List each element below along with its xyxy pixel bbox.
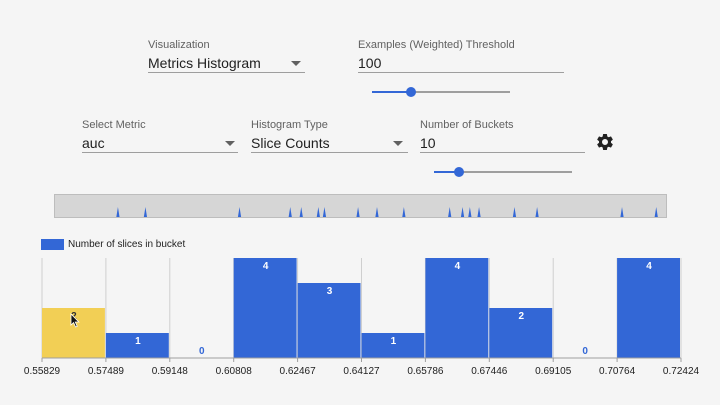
brush-spike xyxy=(116,207,120,217)
mouse-cursor-icon xyxy=(70,313,80,328)
histogram-chart: 2 1 0 4 3 1 4 2 0 4 0.55829 0.57489 0.59148 0.60808 0.… xyxy=(24,258,700,377)
buckets-slider[interactable] xyxy=(434,166,572,178)
threshold-value: 100 xyxy=(358,55,382,71)
histogram-bar[interactable] xyxy=(617,258,680,358)
brush-spike xyxy=(375,207,379,217)
bar-value-label: 4 xyxy=(455,261,461,272)
histogram-type-value: Slice Counts xyxy=(251,135,330,151)
brush-spike xyxy=(143,207,148,217)
chevron-down-icon xyxy=(225,141,235,146)
brush-spike xyxy=(535,207,539,217)
histogram-bar[interactable] xyxy=(489,308,553,358)
bar-value-label: 1 xyxy=(391,336,397,347)
metric-label: Select Metric xyxy=(82,119,146,131)
brush-spike xyxy=(448,207,452,217)
chevron-down-icon xyxy=(291,61,301,66)
threshold-slider-thumb[interactable] xyxy=(405,87,416,97)
x-tick-label: 0.57489 xyxy=(88,366,125,377)
brush-spike xyxy=(477,207,481,217)
settings-button[interactable] xyxy=(595,132,615,152)
histogram-bar[interactable] xyxy=(105,333,169,358)
x-tick-label: 0.55829 xyxy=(24,366,61,377)
brush-spike xyxy=(288,207,292,217)
histogram-type-label: Histogram Type xyxy=(251,119,328,131)
bar-value-label: 0 xyxy=(199,346,205,357)
histogram-type-dropdown[interactable]: Slice Counts xyxy=(251,133,408,153)
histogram-bar[interactable] xyxy=(297,283,361,358)
brush-spike xyxy=(402,207,406,217)
histogram-bar[interactable] xyxy=(425,258,489,358)
visualization-value: Metrics Histogram xyxy=(148,55,261,71)
buckets-label: Number of Buckets xyxy=(420,119,514,131)
histogram-bar[interactable] xyxy=(233,258,297,358)
buckets-slider-thumb[interactable] xyxy=(453,167,464,177)
metric-dropdown[interactable]: auc xyxy=(82,133,238,153)
bar-value-label: 4 xyxy=(646,261,652,272)
histogram-bar[interactable] xyxy=(361,333,425,358)
chevron-down-icon xyxy=(393,141,403,146)
metric-value: auc xyxy=(82,135,105,151)
gear-icon xyxy=(597,133,613,150)
bar-value-label: 2 xyxy=(518,311,524,322)
threshold-slider[interactable] xyxy=(372,86,510,98)
visualization-dropdown[interactable]: Metrics Histogram xyxy=(148,53,305,73)
brush-spike xyxy=(460,207,465,217)
x-tick-label: 0.60808 xyxy=(216,366,253,377)
buckets-slider-fill xyxy=(434,171,459,173)
brush-spike xyxy=(237,207,242,217)
buckets-underline xyxy=(420,152,585,153)
buckets-input[interactable]: 10 xyxy=(420,133,585,153)
brush-spike xyxy=(356,207,360,217)
legend-swatch xyxy=(41,239,64,250)
x-tick-label: 0.62467 xyxy=(280,366,317,377)
buckets-slider-track xyxy=(434,171,572,173)
threshold-slider-fill xyxy=(372,91,411,93)
x-tick-label: 0.59148 xyxy=(152,366,189,377)
threshold-underline xyxy=(358,72,564,73)
bar-value-label: 2 xyxy=(71,311,77,322)
x-tick-label: 0.65786 xyxy=(407,366,444,377)
brush-spike xyxy=(654,207,658,217)
bar-value-label: 1 xyxy=(135,336,141,347)
brush-spike xyxy=(620,207,624,217)
brush-spike xyxy=(316,207,320,217)
bar-value-label: 0 xyxy=(582,346,588,357)
visualization-label: Visualization xyxy=(148,39,210,51)
brush-spike xyxy=(322,207,327,217)
bar-value-label: 4 xyxy=(263,261,269,272)
brush-spike xyxy=(468,207,472,217)
threshold-slider-track xyxy=(372,91,510,93)
legend-label: Number of slices in bucket xyxy=(68,239,186,250)
x-tick-label: 0.70764 xyxy=(599,366,636,377)
bar-value-label: 3 xyxy=(327,286,333,297)
x-tick-label: 0.67446 xyxy=(471,366,508,377)
histogram-type-underline xyxy=(251,152,408,153)
buckets-value: 10 xyxy=(420,135,436,151)
threshold-input[interactable]: 100 xyxy=(358,53,564,73)
x-tick-label: 0.64127 xyxy=(343,366,380,377)
metric-underline xyxy=(82,152,238,153)
x-tick-label: 0.72424 xyxy=(663,366,700,377)
brush-spike xyxy=(512,207,517,217)
visualization-underline xyxy=(148,72,305,73)
range-brush[interactable] xyxy=(54,194,667,218)
brush-spikes xyxy=(116,207,658,217)
brush-spike xyxy=(299,207,303,217)
x-tick-label: 0.69105 xyxy=(535,366,572,377)
threshold-label: Examples (Weighted) Threshold xyxy=(358,39,515,51)
